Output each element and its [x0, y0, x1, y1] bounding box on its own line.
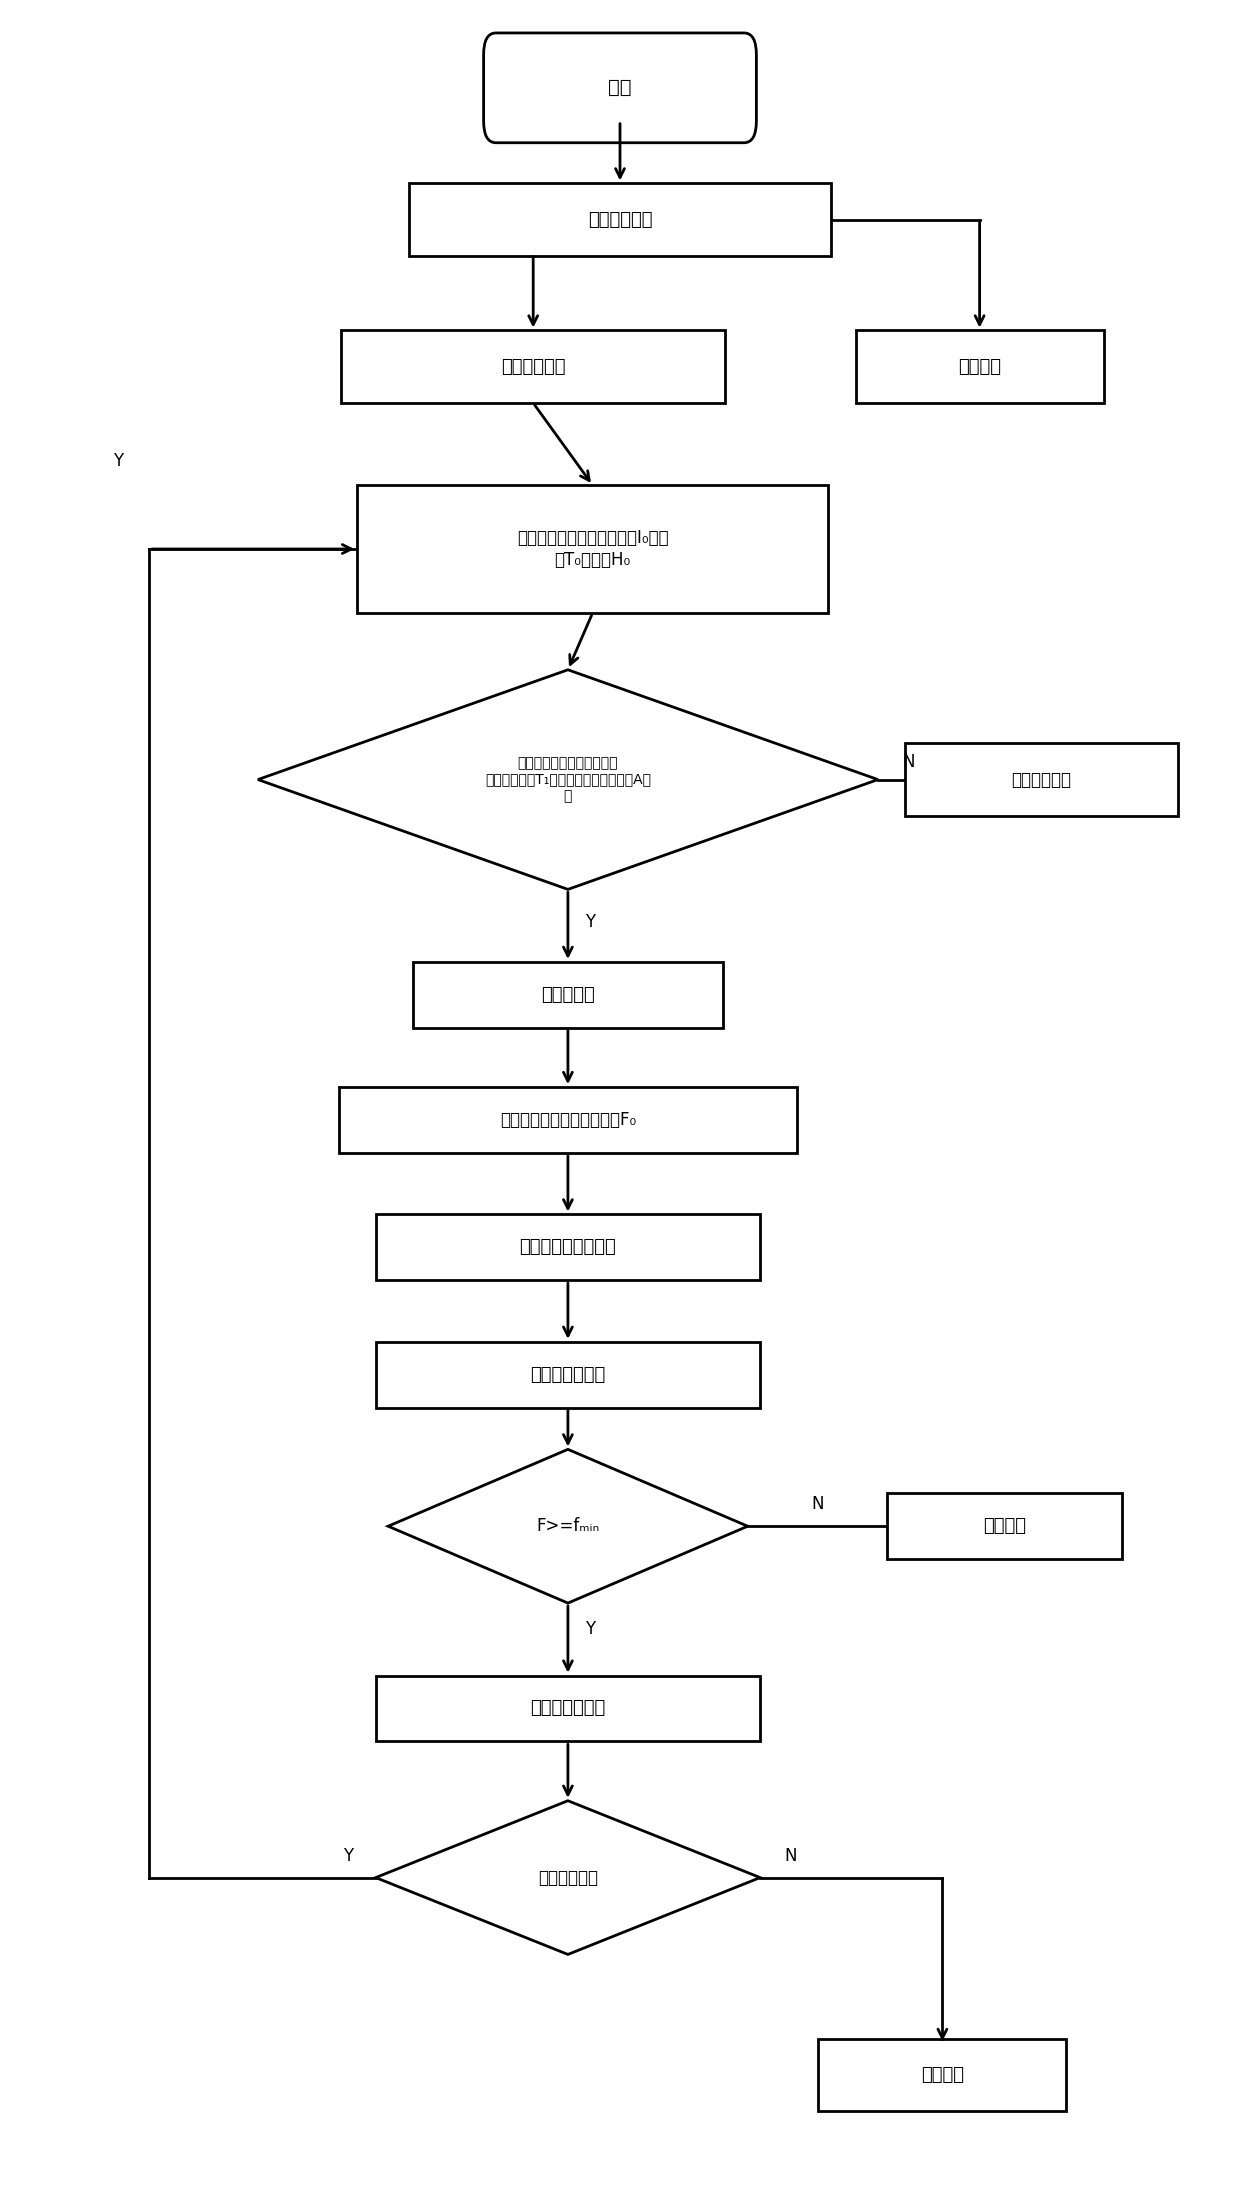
Bar	[409, 182, 831, 255]
Text: 设定运行模式: 设定运行模式	[588, 211, 652, 228]
Text: 状态恢复，重新启动: 状态恢复，重新启动	[520, 1239, 616, 1256]
Bar	[856, 329, 1104, 404]
Text: 正常运行: 正常运行	[959, 358, 1001, 376]
Text: 负荷保护停机: 负荷保护停机	[538, 1869, 598, 1886]
Text: 负荷保护停机: 负荷保护停机	[501, 358, 565, 376]
Text: N: N	[811, 1495, 823, 1513]
Bar	[376, 1676, 760, 1741]
Polygon shape	[388, 1449, 748, 1603]
Text: N: N	[903, 753, 915, 771]
Text: 获取保护前运行压缩机电流I₀、温
度T₀、压力H₀: 获取保护前运行压缩机电流I₀、温 度T₀、压力H₀	[517, 529, 668, 569]
Text: 获取保护前运行压缩机频率F₀: 获取保护前运行压缩机频率F₀	[500, 1111, 636, 1129]
Text: F>=fₘᵢₙ: F>=fₘᵢₙ	[536, 1517, 600, 1535]
Bar	[376, 1214, 760, 1280]
Text: 压缩机分级计算: 压缩机分级计算	[531, 1366, 605, 1383]
Polygon shape	[376, 1801, 760, 1954]
Text: 压缩机降频运行: 压缩机降频运行	[531, 1700, 605, 1717]
Text: 开始: 开始	[609, 79, 631, 97]
Bar	[818, 2038, 1066, 2113]
Text: 保护停机: 保护停机	[983, 1517, 1025, 1535]
Bar	[413, 962, 723, 1028]
Text: Y: Y	[585, 914, 595, 931]
Text: 是否为安装原因导致停机、
外机环境温度T₁是否在室外高温预设値A之
上: 是否为安装原因导致停机、 外机环境温度T₁是否在室外高温预设値A之 上	[485, 755, 651, 804]
Text: N: N	[785, 1847, 797, 1864]
FancyBboxPatch shape	[484, 33, 756, 143]
Text: Y: Y	[585, 1621, 595, 1638]
Text: 自适应模式: 自适应模式	[541, 986, 595, 1004]
Bar	[357, 485, 828, 613]
Bar	[341, 329, 725, 404]
Text: 恢复正常运行: 恢复正常运行	[1012, 771, 1071, 788]
Bar	[887, 1493, 1122, 1559]
Text: Y: Y	[113, 452, 123, 470]
Bar	[376, 1342, 760, 1408]
Text: Y: Y	[343, 1847, 353, 1864]
Polygon shape	[258, 670, 878, 889]
Text: 正常运行: 正常运行	[921, 2066, 963, 2084]
Bar	[339, 1087, 797, 1153]
Bar	[905, 742, 1178, 815]
